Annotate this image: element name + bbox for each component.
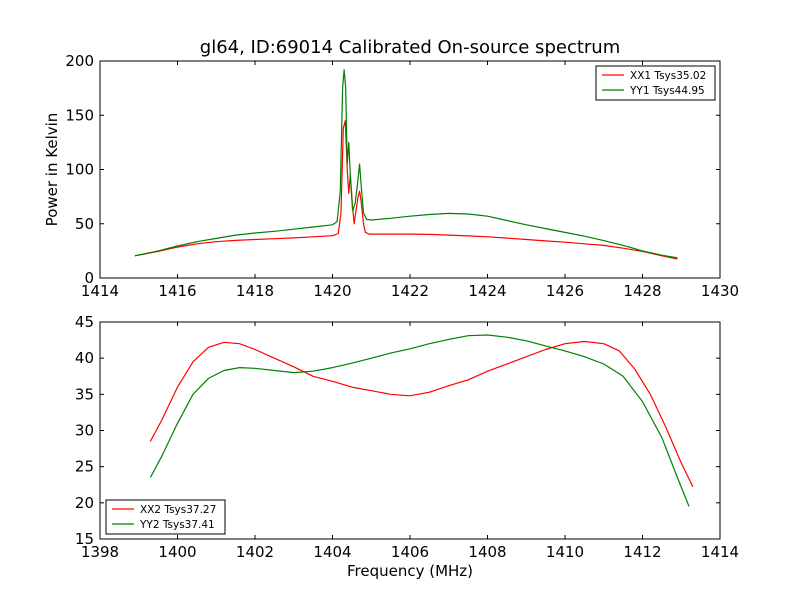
x-tick-label: 1420	[313, 282, 351, 300]
x-tick-label: 1426	[546, 282, 584, 300]
series-line-0	[134, 120, 678, 260]
x-tick-label: 1414	[81, 282, 119, 300]
x-tick-label: 1408	[468, 543, 506, 561]
bottom-panel: 1398 1400 1402 1404 1406 1408 1410 1412 1414 15 20…	[75, 313, 739, 580]
x-tick-label: 1400	[158, 543, 196, 561]
y-tick-label: 200	[65, 52, 94, 70]
y-tick-label: 25	[75, 458, 94, 476]
y-tick-label: 45	[75, 313, 94, 331]
y-tick-label: 40	[75, 349, 94, 367]
x-axis-label: Frequency (MHz)	[347, 562, 473, 580]
x-tick-label: 1422	[391, 282, 429, 300]
x-tick-label: 1424	[468, 282, 506, 300]
x-tick-label: 1430	[701, 282, 739, 300]
y-tick-label: 100	[65, 161, 94, 179]
y-tick-label: 20	[75, 494, 94, 512]
legend-entry: XX1 Tsys35.02	[630, 70, 706, 82]
x-tick-label: 1406	[391, 543, 429, 561]
legend-box	[595, 65, 716, 101]
x-tick-label: 1412	[623, 543, 661, 561]
legend-entry: YY1 Tsys44.95	[629, 85, 705, 97]
y-tick-label: 15	[75, 530, 94, 548]
x-tick-label: 1402	[236, 543, 274, 561]
legend-entry: YY2 Tsys37.41	[139, 519, 215, 531]
legend-box	[105, 499, 226, 535]
x-tick-label: 1418	[236, 282, 274, 300]
top-panel: 1414 1416 1418 1420 1422 1424 1426 1428 1430 0 50 1…	[43, 52, 739, 300]
series-line-1	[149, 334, 690, 507]
y-tick-label: 30	[75, 422, 94, 440]
x-tick-label: 1404	[313, 543, 351, 561]
x-tick-label: 1416	[158, 282, 196, 300]
x-tick-label: 1398	[81, 543, 119, 561]
y-tick-label: 35	[75, 385, 94, 403]
x-tick-label: 1428	[623, 282, 661, 300]
y-tick-label: 50	[75, 215, 94, 233]
x-tick-label: 1410	[546, 543, 584, 561]
legend: XX1 Tsys35.02 YY1 Tsys44.95	[595, 65, 716, 101]
y-tick-label: 0	[84, 269, 94, 287]
series-line-0	[149, 340, 694, 488]
y-tick-label: 150	[65, 106, 94, 124]
x-tick-label: 1414	[701, 543, 739, 561]
chart-title: gl64, ID:69014 Calibrated On-source spec…	[200, 37, 620, 58]
legend: XX2 Tsys37.27 YY2 Tsys37.41	[105, 499, 226, 535]
legend-entry: XX2 Tsys37.27	[140, 504, 216, 516]
y-axis-label: Power in Kelvin	[43, 113, 61, 227]
series-line-1	[134, 69, 678, 259]
